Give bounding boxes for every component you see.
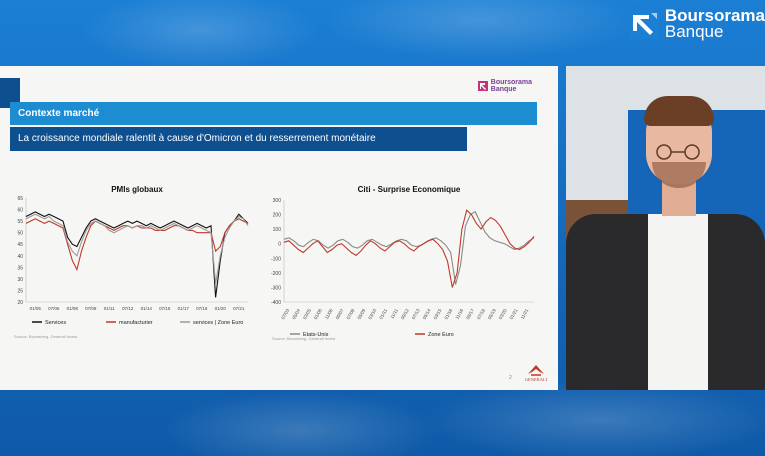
y-tick-label: 200 (273, 213, 282, 219)
y-tick-label: 20 (17, 300, 23, 306)
series-line-1 (283, 209, 535, 288)
presenter-video (566, 66, 765, 390)
series-line-0 (25, 211, 249, 298)
chart-title: Citi - Surprise Economique (358, 185, 461, 194)
generali-wordmark: GENERALI (525, 377, 548, 382)
legend-label: Services (45, 320, 66, 326)
x-tick-label: 01/20 (215, 306, 227, 311)
x-tick-label: 05/14 (422, 308, 432, 321)
x-tick-label: 03/05 (302, 308, 312, 321)
x-tick-label: 07/13 (411, 308, 421, 321)
y-tick-label: -300 (271, 285, 281, 291)
y-tick-label: 100 (273, 227, 282, 233)
generali-logo: GENERALI (523, 362, 549, 382)
slide-logo: Boursorama Banque (477, 79, 532, 93)
y-tick-label: -100 (271, 256, 281, 262)
x-tick-label: 07/12 (122, 306, 134, 311)
x-tick-label: 09/07 (335, 308, 345, 321)
y-tick-label: 40 (17, 254, 23, 260)
legend-label: Etats-Unis (303, 332, 329, 338)
series-line-0 (283, 210, 535, 285)
legend-label: Zone Euro (428, 332, 454, 338)
x-tick-label: 07/18 (476, 308, 486, 321)
x-tick-label: 07/09 (85, 306, 97, 311)
x-tick-label: 07/21 (233, 306, 245, 311)
y-tick-label: 65 (17, 196, 23, 202)
x-tick-label: 05/04 (291, 308, 301, 321)
x-tick-label: 01/11 (378, 308, 388, 320)
glasses-icon (656, 144, 700, 160)
x-tick-label: 01/11 (104, 306, 115, 311)
page-number: 2 (509, 375, 512, 381)
y-tick-label: 0 (278, 242, 281, 248)
y-tick-label: 50 (17, 231, 23, 237)
slide-logo-line2: Banque (490, 86, 517, 93)
section-title: Contexte marché (10, 102, 537, 125)
y-tick-label: 300 (273, 198, 282, 204)
x-tick-label: 01/08 (67, 306, 79, 311)
citi-surprise-chart: Citi - Surprise Economique 300 200 100 0 -100… (262, 180, 542, 345)
brand-subname: Banque (664, 22, 724, 41)
x-tick-label: 03/10 (367, 308, 377, 321)
y-tick-label: 35 (17, 265, 23, 271)
x-tick-label: 07/18 (196, 306, 208, 311)
slide-accent-bar (0, 78, 20, 108)
x-tick-label: 07/03 (280, 308, 290, 321)
x-tick-label: 03/15 (433, 308, 443, 321)
brand-name: Boursorama (664, 6, 765, 25)
x-tick-label: 11/21 (520, 308, 530, 320)
x-tick-label: 07/08 (346, 308, 356, 321)
y-tick-label: 45 (17, 242, 23, 248)
x-tick-label: 01/17 (178, 306, 190, 311)
slide-subtitle: La croissance mondiale ralentit à cause … (10, 127, 467, 151)
presentation-slide: Boursorama Banque Contexte marché La cro… (0, 66, 558, 390)
x-tick-label: 11/11 (389, 308, 399, 320)
x-tick-label: 11/06 (324, 308, 334, 320)
x-tick-label: 07/15 (159, 306, 171, 311)
x-tick-label: 03/20 (498, 308, 508, 321)
series-line-2 (25, 213, 249, 284)
legend-label: services | Zone Euro (193, 320, 243, 326)
pmi-chart: PMIs globaux 65 60 55 50 45 40 35 30 25 20 01/05 07/… (6, 180, 256, 335)
x-tick-label: 01/14 (141, 306, 153, 311)
x-tick-label: 09/12 (400, 308, 410, 321)
y-tick-label: 55 (17, 219, 23, 225)
x-tick-label: 11/16 (454, 308, 464, 320)
x-tick-label: 07/06 (48, 306, 60, 311)
broadcaster-logo: Boursorama Banque (628, 6, 765, 41)
y-tick-label: -200 (271, 271, 281, 277)
x-tick-label: 01/16 (443, 308, 453, 321)
y-tick-label: 25 (17, 288, 23, 294)
slide-logo-line1: Boursorama (490, 79, 532, 86)
slide-logo-icon (477, 81, 488, 91)
series-line-1 (25, 218, 249, 272)
y-tick-label: 60 (17, 208, 23, 214)
x-tick-label: 05/19 (487, 308, 497, 321)
x-tick-label: 01/21 (509, 308, 519, 321)
boursorama-arrow-icon (628, 9, 659, 39)
x-tick-label: 01/06 (313, 308, 323, 321)
legend-label: manufacturier (119, 320, 153, 326)
chart-title: PMIs globaux (111, 185, 163, 194)
chart-source-left: Source: Bloomberg, Generali Invest (14, 334, 78, 339)
y-tick-label: -400 (271, 300, 281, 306)
y-tick-label: 30 (17, 277, 23, 283)
chart-source-right: Source: Bloomberg, Generali Invest (272, 336, 336, 341)
x-tick-label: 05/09 (356, 308, 366, 321)
x-tick-label: 09/17 (465, 308, 475, 321)
x-tick-label: 01/05 (30, 306, 42, 311)
